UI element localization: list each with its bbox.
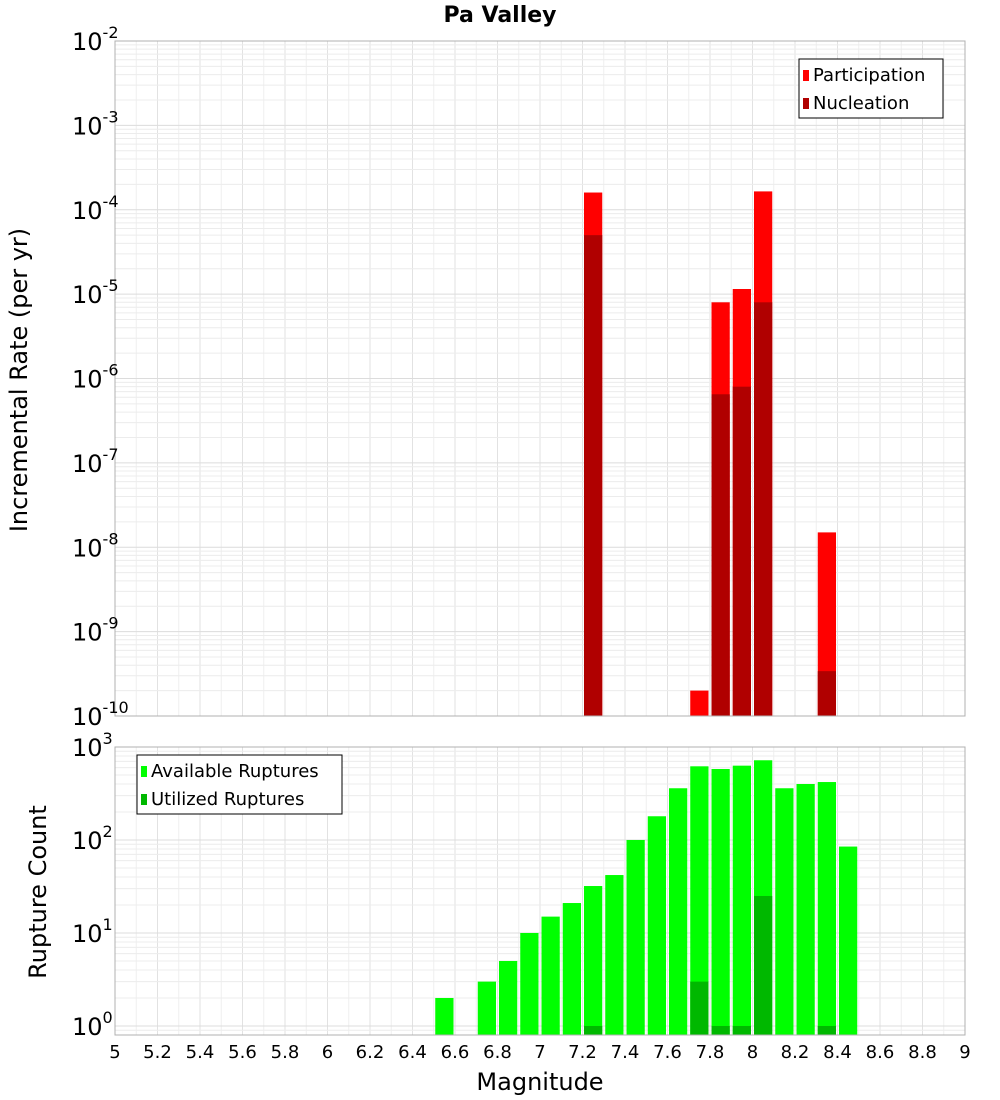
bottom-bar: [584, 1025, 603, 1035]
bottom-legend-label: Available Ruptures: [151, 761, 319, 782]
top-y-tick-label: 10-9: [72, 614, 119, 647]
bottom-x-tick-label: 6.2: [356, 1042, 385, 1063]
bottom-bar: [839, 846, 858, 1035]
bottom-y-tick-label: 101: [72, 915, 113, 948]
top-y-tick-label: 10-7: [72, 445, 119, 478]
bottom-bar: [754, 895, 773, 1035]
bottom-x-tick-label: 8.2: [781, 1042, 810, 1063]
bottom-bar: [584, 886, 603, 1035]
bottom-legend: Available Ruptures Utilized Ruptures: [136, 754, 343, 815]
bottom-bar: [690, 981, 709, 1035]
bottom-legend-box: [136, 754, 343, 815]
bottom-bar: [499, 960, 518, 1035]
bottom-x-tick-label: 8.6: [866, 1042, 895, 1063]
bottom-legend-label: Utilized Ruptures: [151, 789, 304, 810]
bottom-bar: [732, 1025, 751, 1035]
bottom-x-tick-label: 5: [109, 1042, 120, 1063]
top-legend-box: [798, 58, 944, 119]
bottom-bar: [541, 916, 560, 1035]
bottom-bar: [435, 997, 454, 1035]
top-bar: [732, 386, 751, 716]
top-bar: [711, 394, 730, 716]
bottom-x-tick-label: 7.4: [611, 1042, 640, 1063]
bottom-bar: [647, 816, 666, 1035]
top-bar: [690, 690, 709, 716]
top-grid: [114, 41, 966, 717]
bottom-legend-swatch: [141, 794, 147, 805]
bottom-y-axis-label: Rupture Count: [24, 805, 52, 979]
bottom-y-tick-label: 102: [72, 822, 113, 855]
bottom-x-tick-label: 6: [322, 1042, 333, 1063]
bottom-x-tick-label: 5.6: [228, 1042, 257, 1063]
bottom-x-tick-label: 7.6: [653, 1042, 682, 1063]
bottom-bar: [520, 932, 539, 1035]
top-legend-label: Nucleation: [813, 93, 909, 114]
top-bar: [754, 302, 773, 716]
bottom-x-tick-label: 5.8: [271, 1042, 300, 1063]
bottom-bar: [626, 839, 645, 1035]
bottom-bar: [562, 903, 581, 1035]
top-y-tick-label: 10-10: [72, 698, 129, 731]
bottom-bar: [477, 981, 496, 1035]
top-bar: [584, 235, 603, 716]
top-y-tick-label: 10-2: [72, 23, 119, 56]
bottom-x-tick-label: 7.8: [696, 1042, 725, 1063]
bottom-x-tick-label: 6.4: [398, 1042, 427, 1063]
top-y-tick-label: 10-3: [72, 107, 119, 140]
bottom-bar: [690, 766, 709, 1035]
chart-title: Pa Valley: [443, 3, 556, 28]
top-legend: Participation Nucleation: [798, 58, 944, 119]
top-plot-frame: [114, 40, 966, 717]
bottom-x-tick-label: 6.8: [483, 1042, 512, 1063]
top-bar: [817, 532, 836, 716]
top-y-tick-label: 10-6: [72, 361, 119, 394]
bottom-bar: [732, 765, 751, 1035]
top-y-tick-label: 10-8: [72, 529, 119, 562]
bottom-y-tick-label: 103: [72, 729, 113, 762]
top-legend-swatch: [803, 70, 809, 81]
top-y-axis-label: Incremental Rate (per yr): [5, 228, 33, 532]
top-bar: [817, 671, 836, 716]
top-legend-swatch: [803, 98, 809, 109]
top-y-tick-label: 10-5: [72, 276, 119, 309]
bottom-x-tick-label: 6.6: [441, 1042, 470, 1063]
bottom-bar: [711, 1025, 730, 1035]
bottom-bar: [711, 769, 730, 1035]
bottom-x-tick-label: 5.4: [186, 1042, 215, 1063]
bottom-x-tick-label: 7: [534, 1042, 545, 1063]
bottom-plot-frame: [114, 746, 966, 1036]
bottom-x-tick-label: 7.2: [568, 1042, 597, 1063]
x-axis-label: Magnitude: [476, 1068, 603, 1096]
bottom-bar: [817, 782, 836, 1035]
bottom-legend-swatch: [141, 766, 147, 777]
bottom-bar: [775, 788, 794, 1035]
top-legend-label: Participation: [813, 65, 925, 86]
top-y-tick-label: 10-4: [72, 192, 119, 225]
bottom-bar: [817, 1025, 836, 1035]
bottom-x-tick-label: 5.2: [143, 1042, 172, 1063]
bottom-bar: [796, 784, 815, 1035]
bottom-x-tick-label: 8.4: [823, 1042, 852, 1063]
bottom-bar: [669, 788, 688, 1035]
bottom-x-tick-label: 9: [959, 1042, 970, 1063]
bottom-bar: [605, 875, 624, 1035]
bottom-x-tick-label: 8: [747, 1042, 758, 1063]
bottom-y-tick-label: 100: [72, 1008, 113, 1041]
bottom-x-tick-label: 8.8: [908, 1042, 937, 1063]
